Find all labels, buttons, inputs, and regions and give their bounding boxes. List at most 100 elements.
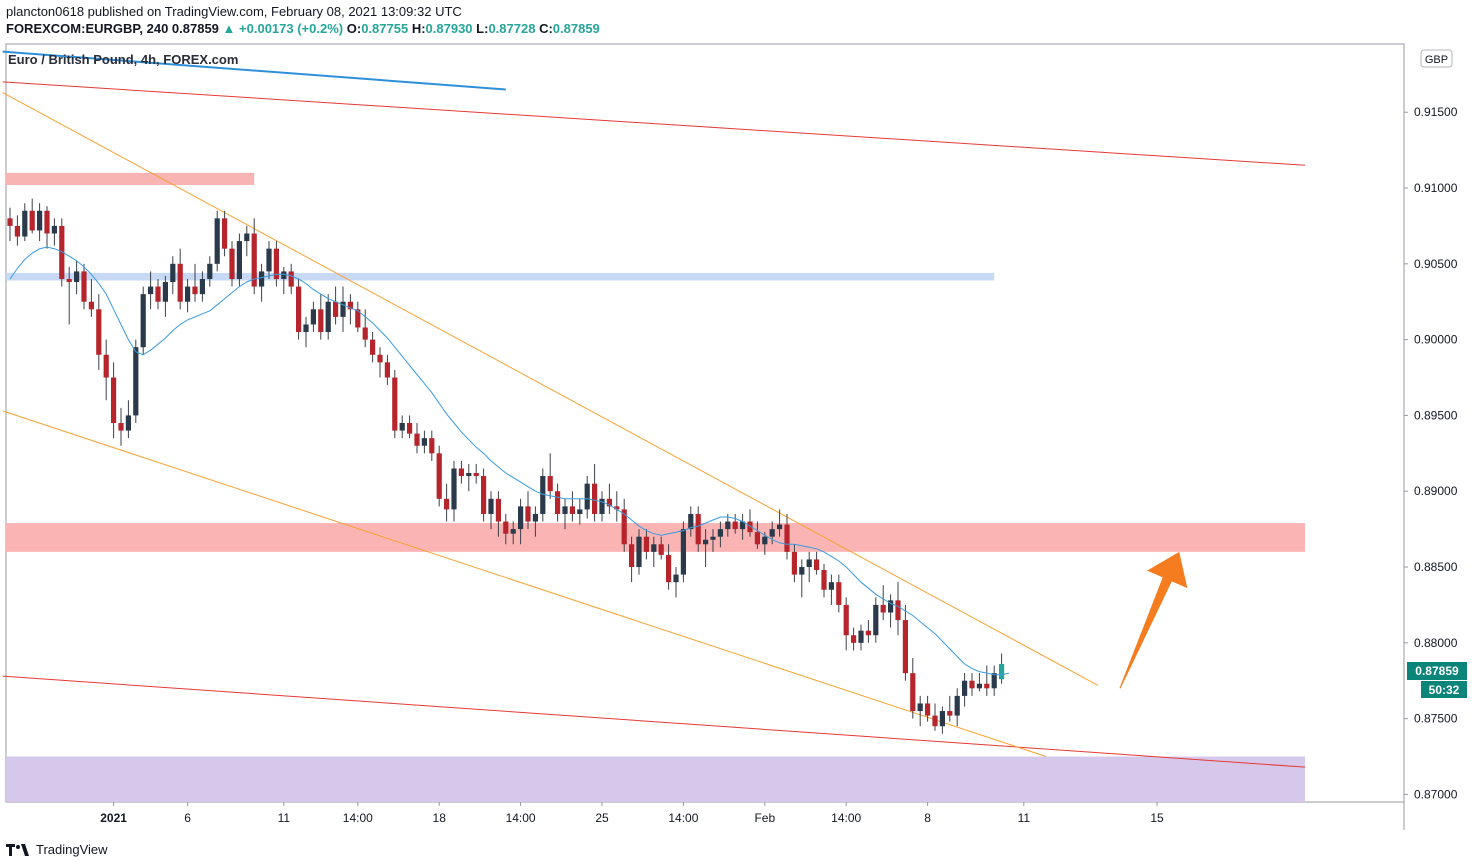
candle[interactable]	[81, 263, 87, 310]
candle[interactable]	[769, 521, 775, 545]
candle[interactable]	[954, 688, 960, 727]
candle[interactable]	[192, 263, 198, 302]
candle[interactable]	[148, 271, 154, 310]
candle[interactable]	[399, 415, 405, 439]
candle[interactable]	[325, 294, 331, 340]
orange-wedge-bottom[interactable]	[2, 410, 1047, 757]
candle[interactable]	[703, 529, 709, 568]
candle[interactable]	[103, 339, 109, 401]
red-zone-upper[interactable]	[6, 172, 255, 185]
candle[interactable]	[725, 513, 731, 537]
purple-zone[interactable]	[6, 756, 1305, 802]
candle[interactable]	[96, 294, 102, 370]
candle[interactable]	[865, 620, 871, 643]
candle[interactable]	[444, 483, 450, 522]
candle[interactable]	[37, 203, 43, 242]
candle[interactable]	[695, 506, 701, 552]
candle[interactable]	[214, 210, 220, 272]
candle[interactable]	[273, 241, 279, 287]
candle[interactable]	[384, 354, 390, 386]
candle[interactable]	[976, 673, 982, 692]
candle[interactable]	[791, 544, 797, 583]
candle[interactable]	[858, 624, 864, 651]
candle[interactable]	[717, 521, 723, 548]
candle[interactable]	[851, 627, 857, 651]
candle[interactable]	[569, 491, 575, 522]
candle[interactable]	[932, 703, 938, 731]
candle[interactable]	[643, 529, 649, 560]
candle[interactable]	[392, 369, 398, 439]
candle[interactable]	[88, 278, 94, 317]
candle[interactable]	[251, 218, 257, 295]
candle[interactable]	[969, 673, 975, 696]
candle[interactable]	[666, 544, 672, 590]
candle[interactable]	[584, 476, 590, 519]
candle[interactable]	[902, 604, 908, 681]
candle[interactable]	[185, 278, 191, 313]
candle[interactable]	[51, 218, 57, 246]
candle[interactable]	[177, 248, 183, 310]
candle[interactable]	[407, 415, 413, 439]
candle[interactable]	[222, 210, 228, 257]
candle[interactable]	[303, 316, 309, 348]
candle[interactable]	[111, 362, 117, 439]
candle[interactable]	[318, 294, 324, 340]
candle[interactable]	[236, 233, 242, 287]
candle[interactable]	[503, 513, 509, 545]
candle[interactable]	[599, 491, 605, 522]
candle[interactable]	[510, 521, 516, 545]
candle[interactable]	[451, 460, 457, 522]
candle[interactable]	[910, 657, 916, 719]
blue-trend[interactable]	[2, 50, 506, 91]
candle[interactable]	[843, 597, 849, 651]
candle[interactable]	[118, 407, 124, 446]
candle[interactable]	[540, 468, 546, 522]
blue-zone[interactable]	[6, 272, 995, 281]
candle[interactable]	[680, 521, 686, 583]
candle[interactable]	[947, 695, 953, 722]
candle[interactable]	[740, 513, 746, 540]
candle[interactable]	[614, 491, 620, 522]
candle[interactable]	[414, 423, 420, 454]
candle[interactable]	[310, 301, 316, 333]
candle[interactable]	[577, 498, 583, 525]
candle[interactable]	[747, 509, 753, 537]
candle[interactable]	[281, 266, 287, 295]
candle[interactable]	[199, 271, 205, 302]
candle[interactable]	[22, 203, 28, 242]
candle[interactable]	[555, 483, 561, 522]
candle[interactable]	[799, 559, 805, 598]
candle[interactable]	[821, 563, 827, 598]
orange-wedge-top[interactable]	[2, 92, 1099, 686]
candle[interactable]	[488, 491, 494, 530]
candle[interactable]	[917, 695, 923, 727]
candle[interactable]	[828, 574, 834, 605]
candle[interactable]	[880, 585, 886, 621]
candle[interactable]	[29, 198, 35, 234]
candle[interactable]	[651, 536, 657, 568]
candle[interactable]	[688, 506, 694, 537]
candle[interactable]	[732, 513, 738, 534]
candle[interactable]	[629, 536, 635, 583]
candle[interactable]	[466, 463, 472, 492]
candle[interactable]	[814, 551, 820, 575]
candle[interactable]	[266, 241, 272, 279]
candle[interactable]	[207, 256, 213, 287]
candle[interactable]	[658, 536, 664, 560]
candle[interactable]	[140, 286, 146, 355]
red-channel-top[interactable]	[2, 81, 1306, 166]
candle[interactable]	[377, 347, 383, 378]
candle[interactable]	[673, 567, 679, 598]
candle[interactable]	[288, 263, 294, 295]
red-channel-bottom[interactable]	[2, 675, 1306, 768]
symbol-label[interactable]: FOREXCOM:EURGBP, 240	[6, 21, 169, 36]
candle[interactable]	[421, 430, 427, 454]
candle[interactable]	[784, 513, 790, 560]
candle[interactable]	[155, 278, 161, 310]
candle[interactable]	[836, 574, 842, 613]
candle[interactable]	[370, 332, 376, 363]
candle[interactable]	[125, 400, 131, 439]
candle[interactable]	[592, 463, 598, 522]
candle[interactable]	[777, 509, 783, 537]
